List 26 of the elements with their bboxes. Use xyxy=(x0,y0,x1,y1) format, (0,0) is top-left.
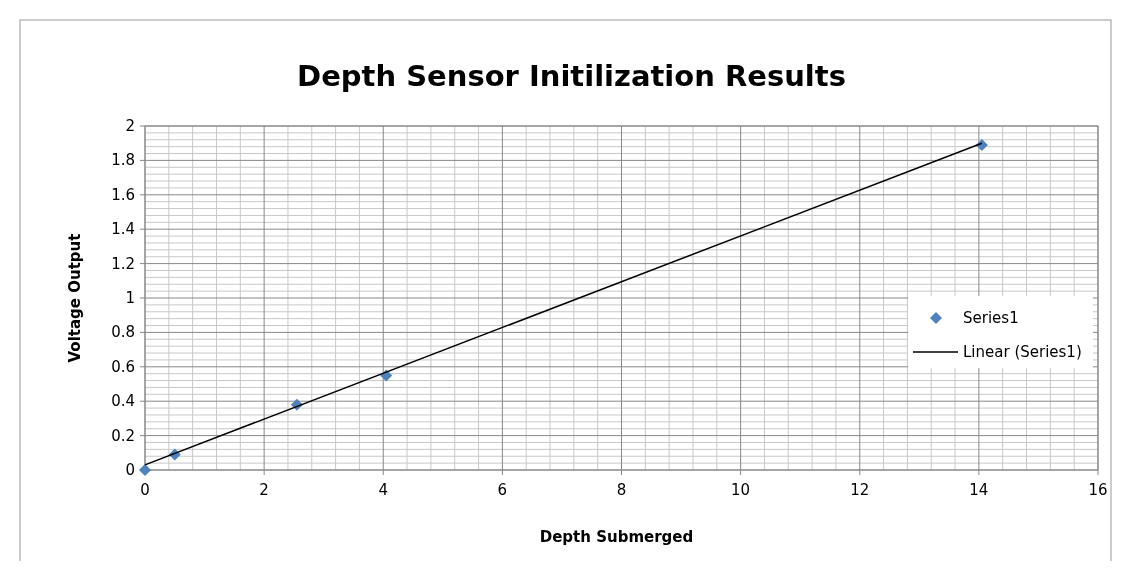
y-tick-label: 1.6 xyxy=(111,185,135,204)
x-tick-label: 8 xyxy=(616,481,627,499)
x-tick-label: 0 xyxy=(140,481,150,499)
y-tick-label: 0 xyxy=(125,461,135,479)
x-tick-label: 2 xyxy=(259,481,269,499)
x-tick-label: 12 xyxy=(850,481,870,499)
chart-title: Depth Sensor Initilization Results xyxy=(297,59,846,93)
y-tick-label: 1.2 xyxy=(111,254,135,273)
y-tick-label: 0.4 xyxy=(111,392,135,411)
x-tick-label: 16 xyxy=(1088,481,1108,499)
y-tick-label: 1.8 xyxy=(111,151,135,170)
x-axis-title: Depth Submerged xyxy=(539,528,694,546)
legend-label: Series1 xyxy=(963,309,1019,327)
x-tick-label: 6 xyxy=(497,481,508,499)
point xyxy=(139,464,151,476)
y-tick-label: 0.8 xyxy=(111,323,135,342)
y-tick-label: 0.6 xyxy=(111,357,135,376)
y-axis-title: Voltage Output xyxy=(66,233,84,363)
x-tick-label: 14 xyxy=(969,481,989,499)
y-tick-label: 1.4 xyxy=(111,220,135,239)
x-tick-label: 10 xyxy=(731,481,751,499)
y-tick-label: 2 xyxy=(125,117,135,135)
legend-label: Linear (Series1) xyxy=(963,343,1082,361)
y-tick-label: 0.2 xyxy=(111,426,135,445)
x-tick-label: 4 xyxy=(378,481,389,499)
y-tick-label: 1 xyxy=(125,289,135,307)
